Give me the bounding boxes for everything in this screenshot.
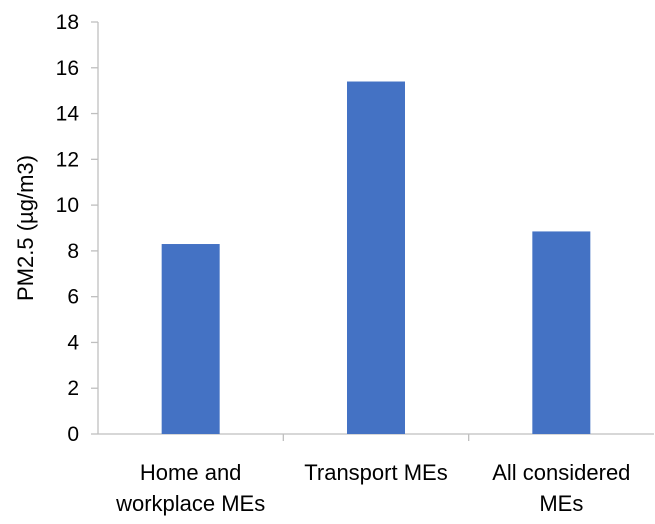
x-tick-label-line: All considered	[492, 460, 630, 485]
y-tick-label: 4	[67, 331, 79, 354]
bar-1	[347, 81, 405, 434]
x-tick-label: Transport MEs	[304, 460, 447, 485]
y-tick-label: 10	[56, 194, 79, 217]
x-tick-label-line: workplace MEs	[115, 491, 265, 516]
x-tick-label: All considered MEs	[492, 460, 630, 516]
y-tick-label: 0	[67, 423, 79, 446]
y-tick-label: 14	[56, 103, 80, 126]
y-tick-label: 2	[67, 377, 79, 400]
y-tick-label: 18	[56, 11, 79, 34]
x-tick-label-line: Transport MEs	[304, 460, 447, 485]
y-tick-label: 16	[56, 57, 79, 80]
y-tick-label: 12	[56, 148, 79, 171]
x-axis: Home and workplace MEs Transport MEs All co…	[98, 433, 654, 516]
y-tick-label: 6	[67, 286, 79, 309]
y-axis: 0 2 4 6 8 10 12 14 16 18	[56, 11, 99, 446]
y-axis-title: PM2.5 (µg/m3)	[13, 155, 38, 301]
x-tick-label: Home and workplace MEs	[115, 460, 265, 516]
x-tick-label-line: MEs	[539, 491, 583, 516]
bar-0	[161, 244, 220, 434]
bar-2	[532, 231, 591, 434]
bars	[161, 81, 591, 434]
x-tick-label-line: Home and	[140, 460, 242, 485]
y-tick-label: 8	[67, 240, 79, 263]
